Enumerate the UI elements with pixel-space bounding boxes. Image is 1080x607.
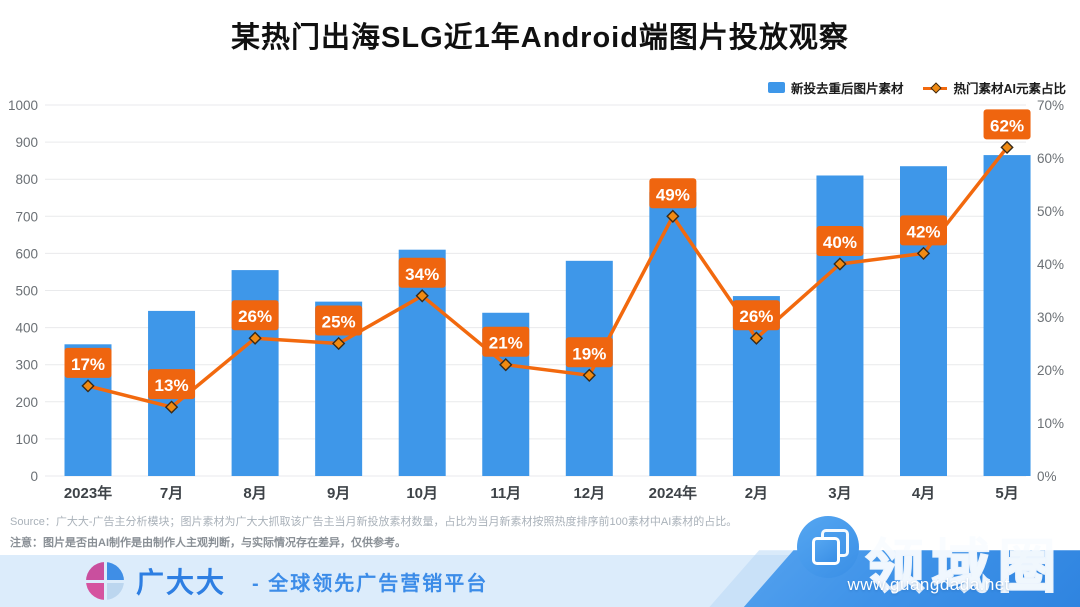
- data-label: 42%: [906, 222, 940, 241]
- right-axis-tick: 50%: [1037, 204, 1064, 219]
- x-axis-label: 2月: [745, 485, 768, 502]
- bar-swatch-icon: [767, 82, 785, 93]
- right-axis-tick: 10%: [1037, 416, 1064, 431]
- data-label-box: [148, 369, 196, 400]
- x-axis-label: 10月: [406, 485, 438, 502]
- data-label: 62%: [990, 116, 1024, 135]
- line-marker: [749, 331, 764, 345]
- left-axis-tick: 600: [15, 246, 38, 261]
- data-label: 40%: [823, 233, 857, 252]
- right-axis-tick: 20%: [1037, 363, 1064, 378]
- data-label: 13%: [155, 376, 189, 395]
- data-label: 25%: [322, 313, 356, 332]
- data-label: 49%: [656, 185, 690, 204]
- bar: [900, 166, 947, 476]
- x-axis-label: 7月: [160, 485, 183, 502]
- x-axis-label: 9月: [327, 485, 350, 502]
- source-note: Source：广大大-广告主分析模块；图片素材为广大大抓取该广告主当月新投放素材…: [10, 516, 738, 528]
- x-axis-label: 2023年: [64, 484, 112, 502]
- data-label-box: [565, 337, 613, 368]
- left-axis-tick: 200: [15, 395, 38, 410]
- line-marker: [916, 246, 931, 261]
- left-axis-tick: 300: [15, 358, 38, 373]
- legend-bar-label: 新投去重后图片素材: [790, 82, 904, 96]
- chart-legend: 新投去重后图片素材 热门素材AI元素占比: [767, 78, 1066, 97]
- brand-lockup: 广大大 - 全球领先广告营销平台: [86, 555, 488, 607]
- data-label-box: [231, 300, 279, 331]
- line-marker: [1000, 140, 1014, 155]
- x-axis-label: 2024年: [649, 484, 697, 502]
- right-axis-tick: 40%: [1037, 257, 1064, 272]
- data-label: 17%: [71, 355, 105, 374]
- left-axis-tick: 400: [15, 321, 38, 336]
- data-label: 21%: [489, 334, 523, 353]
- page-title: 某热门出海SLG近1年Android端图片投放观察: [231, 22, 849, 54]
- data-label-box: [649, 178, 697, 209]
- left-axis-tick: 800: [15, 172, 38, 187]
- data-label-box: [315, 305, 363, 336]
- guangdada-logo-icon: [86, 562, 124, 600]
- legend-line-label: 热门素材AI元素占比: [953, 82, 1066, 96]
- left-axis-tick: 0: [30, 469, 38, 484]
- line-marker: [81, 379, 95, 393]
- combo-bar-line-chart: 0 100 200 300 400 500 600 700 800 900 1000 0% 10% 20%…: [8, 98, 1064, 502]
- data-label-box: [398, 257, 446, 288]
- x-axis-label: 11月: [490, 485, 521, 502]
- line-marker-icon: [923, 82, 948, 94]
- line-marker: [415, 289, 429, 303]
- disclaimer-note: 注意：图片是否由AI制作是由制作人主观判断，与实际情况存在差异，仅供参考。: [10, 537, 406, 549]
- legend-item-bars: 新投去重后图片素材: [767, 78, 904, 97]
- data-label-box: [64, 347, 112, 378]
- x-axis-label: 3月: [828, 485, 851, 502]
- bar: [983, 155, 1031, 476]
- data-label: 26%: [238, 307, 272, 326]
- right-axis-tick: 0%: [1037, 469, 1057, 484]
- left-axis-tick: 500: [15, 284, 38, 299]
- right-axis-tick: 70%: [1037, 98, 1064, 113]
- line-marker: [833, 257, 847, 271]
- x-axis-label: 8月: [243, 485, 266, 502]
- data-label-box: [732, 300, 780, 331]
- bar: [565, 260, 613, 476]
- x-axis-label: 12月: [573, 485, 605, 502]
- data-label-box: [983, 109, 1031, 140]
- line-marker: [582, 368, 596, 382]
- line-marker: [499, 358, 513, 372]
- bar: [816, 175, 864, 476]
- right-axis-tick: 30%: [1037, 310, 1064, 325]
- brand-name: 广大大: [136, 567, 227, 598]
- line-marker: [666, 209, 680, 223]
- x-axis-label: 5月: [995, 485, 1018, 502]
- data-label: 19%: [572, 344, 606, 363]
- bar: [649, 192, 697, 476]
- line-marker: [164, 400, 179, 414]
- left-axis-tick: 1000: [8, 98, 38, 113]
- left-axis-tick: 700: [15, 209, 38, 224]
- brand-tagline: - 全球领先广告营销平台: [252, 572, 489, 595]
- right-axis-tick: 60%: [1037, 151, 1064, 166]
- legend-item-line: 热门素材AI元素占比: [923, 78, 1066, 97]
- footer-bar: 广大大 - 全球领先广告营销平台: [0, 555, 1080, 607]
- left-axis-tick: 900: [15, 135, 38, 150]
- data-label-box: [482, 326, 530, 357]
- line-marker: [332, 336, 346, 351]
- data-label-box: [816, 226, 864, 256]
- x-axis-label: 4月: [912, 485, 935, 502]
- data-label-box: [900, 215, 947, 246]
- left-axis-tick: 100: [15, 432, 38, 447]
- line-marker: [248, 331, 262, 345]
- data-label: 26%: [739, 307, 773, 326]
- data-label: 34%: [405, 265, 439, 284]
- line-series: [87, 146, 1009, 409]
